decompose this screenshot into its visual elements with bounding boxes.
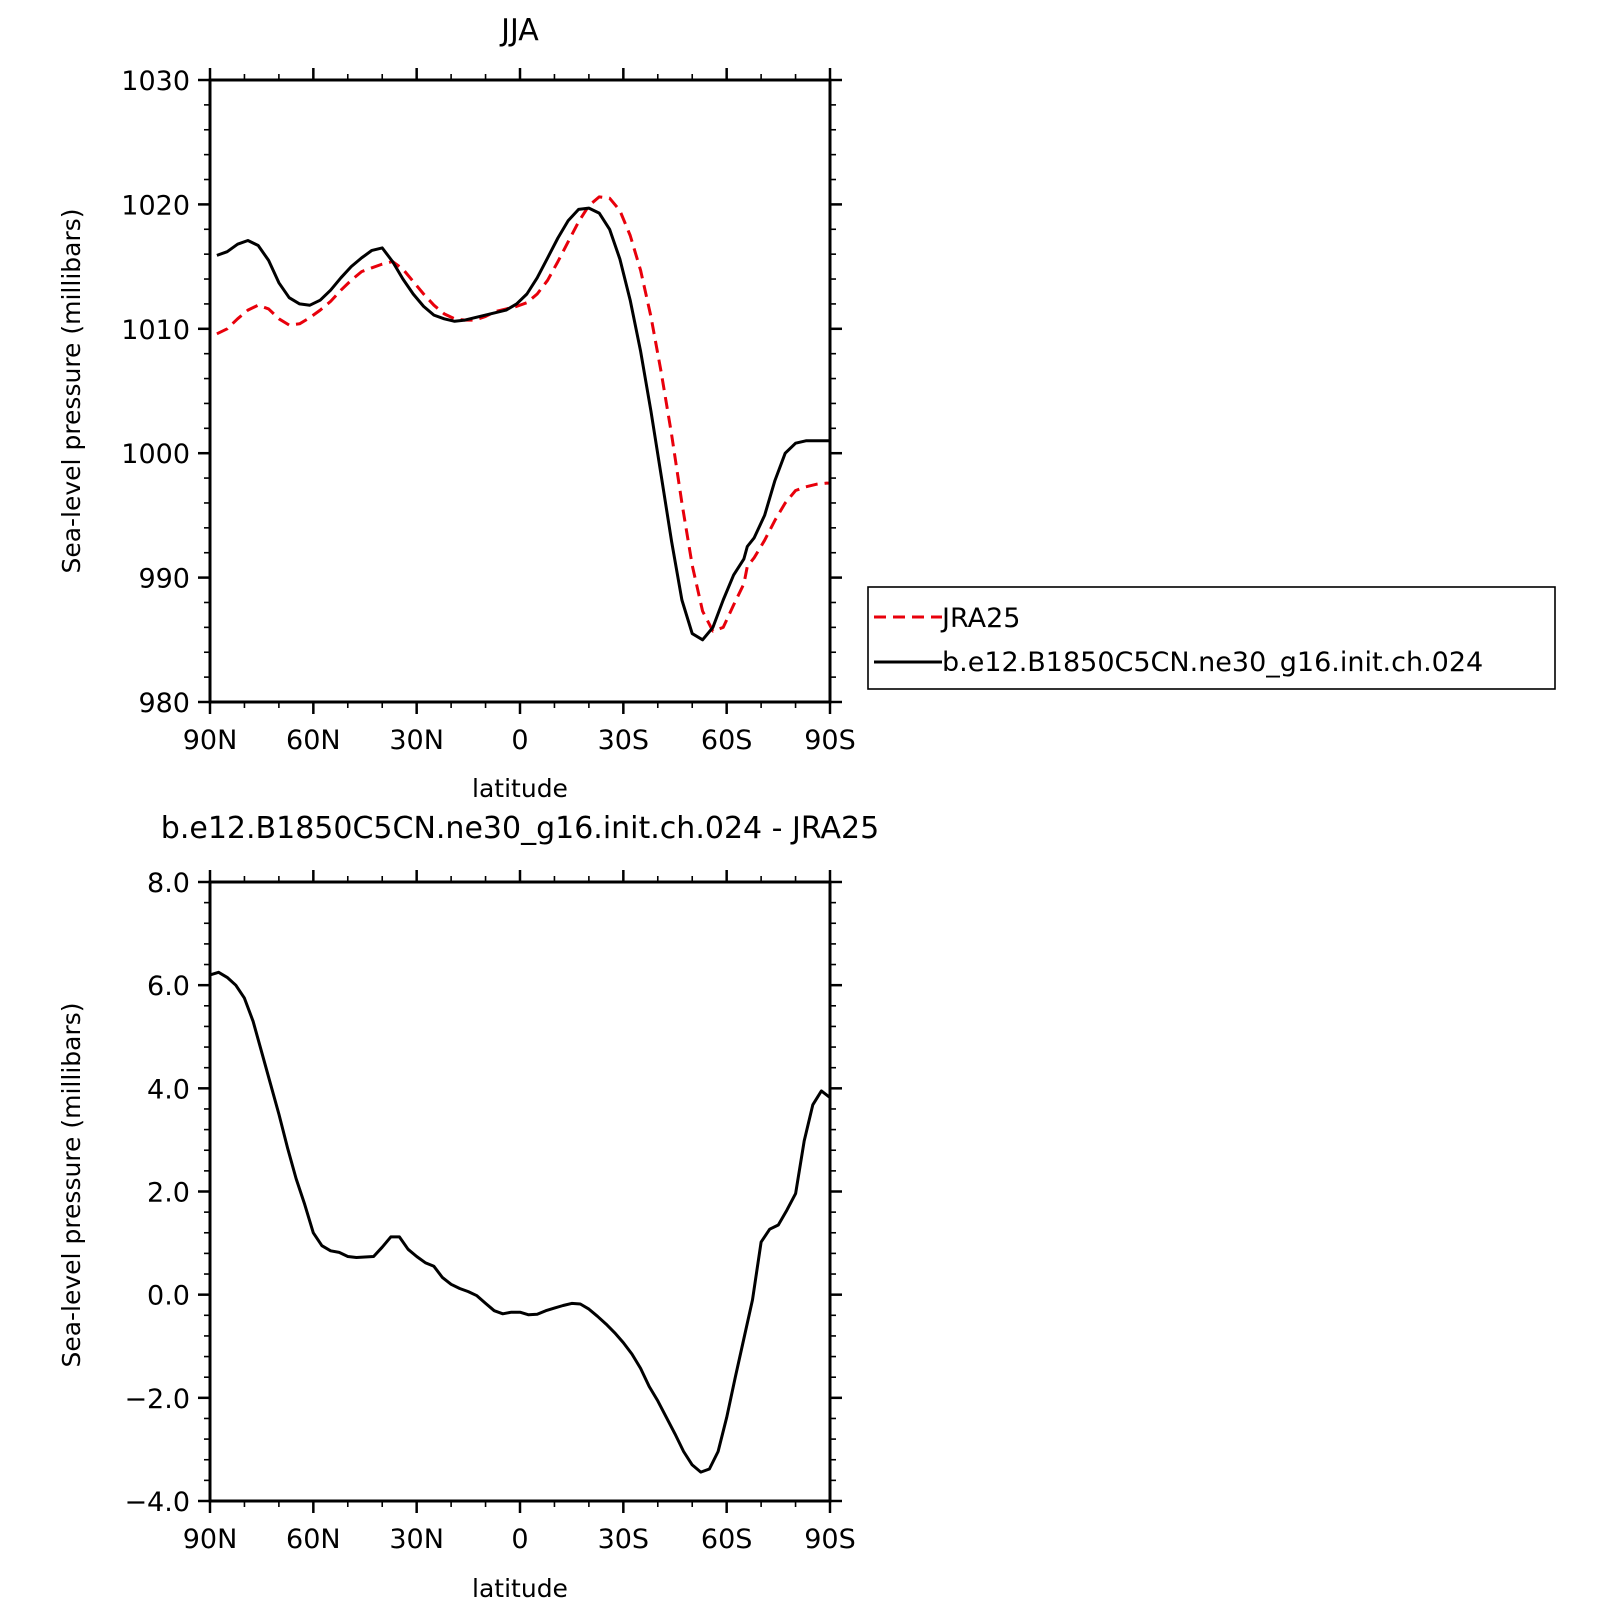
- top-x-tick-label: 60N: [286, 725, 341, 756]
- legend-label-jra25: JRA25: [940, 603, 1020, 634]
- bottom-series-line-difference: [209, 970, 831, 1474]
- bottom-y-tick-label: 0.0: [147, 1281, 190, 1312]
- bottom-x-tick-label: 30N: [389, 1524, 444, 1555]
- bottom-chart-y-axis-label: Sea-level pressure (millibars): [57, 1002, 86, 1367]
- bottom-y-tick-label: 8.0: [147, 868, 190, 899]
- legend-box: [867, 586, 1556, 690]
- top-x-tick-label: 60S: [701, 725, 753, 756]
- top-chart-legend: JRA25 b.e12.B1850C5CN.ne30_g16.init.ch.0…: [867, 586, 1556, 690]
- top-y-tick-label: 1020: [121, 190, 190, 221]
- top-series-line-model: [216, 206, 830, 642]
- top-x-tick-label: 0: [511, 725, 528, 756]
- top-chart-x-axis-label: latitude: [472, 774, 568, 803]
- top-x-tick-label: 90S: [804, 725, 856, 756]
- bottom-chart-x-axis-label: latitude: [472, 1574, 568, 1603]
- top-panel-chart: JJA Sea-level pressure (millibars) latit…: [57, 13, 856, 803]
- top-chart-plot-frame: [208, 78, 832, 704]
- top-chart-ticks: 90N 60N 30N 0 30S 60S 90S 980 990 1000 1010 1020 103…: [121, 66, 855, 756]
- bottom-y-tick-label: −4.0: [124, 1487, 190, 1518]
- top-y-tick-label: 1010: [121, 315, 190, 346]
- top-x-tick-label: 30S: [598, 725, 650, 756]
- bottom-x-tick-label: 90N: [183, 1524, 238, 1555]
- top-chart-title: JJA: [499, 13, 539, 48]
- bottom-y-tick-label: −2.0: [124, 1384, 190, 1415]
- top-chart-y-axis-label: Sea-level pressure (millibars): [57, 208, 86, 573]
- top-y-tick-label: 980: [138, 688, 190, 719]
- bottom-x-tick-label: 90S: [804, 1524, 856, 1555]
- top-y-tick-label: 1030: [121, 66, 190, 97]
- bottom-y-tick-label: 2.0: [147, 1178, 190, 1209]
- bottom-x-tick-label: 0: [511, 1524, 528, 1555]
- top-series-line-jra25: [216, 195, 830, 633]
- top-y-tick-label: 990: [138, 564, 190, 595]
- bottom-panel-chart: b.e12.B1850C5CN.ne30_g16.init.ch.024 - J…: [57, 811, 879, 1603]
- bottom-x-tick-label: 30S: [598, 1524, 650, 1555]
- bottom-x-tick-label: 60N: [286, 1524, 341, 1555]
- top-y-tick-label: 1000: [121, 439, 190, 470]
- bottom-y-tick-label: 4.0: [147, 1074, 190, 1105]
- bottom-chart-ticks: 90N 60N 30N 0 30S 60S 90S −4.0 −2.0 0.0 2.0 4.0 6.0 8…: [124, 868, 855, 1555]
- legend-label-model: b.e12.B1850C5CN.ne30_g16.init.ch.024: [942, 647, 1483, 678]
- bottom-chart-title: b.e12.B1850C5CN.ne30_g16.init.ch.024 - J…: [161, 811, 879, 846]
- top-x-tick-label: 90N: [183, 725, 238, 756]
- bottom-chart-series-layer: [209, 970, 831, 1474]
- bottom-chart-plot-frame: [208, 880, 832, 1503]
- top-x-tick-label: 30N: [389, 725, 444, 756]
- bottom-x-tick-label: 60S: [701, 1524, 753, 1555]
- top-chart-series-layer: [216, 195, 830, 642]
- bottom-y-tick-label: 6.0: [147, 971, 190, 1002]
